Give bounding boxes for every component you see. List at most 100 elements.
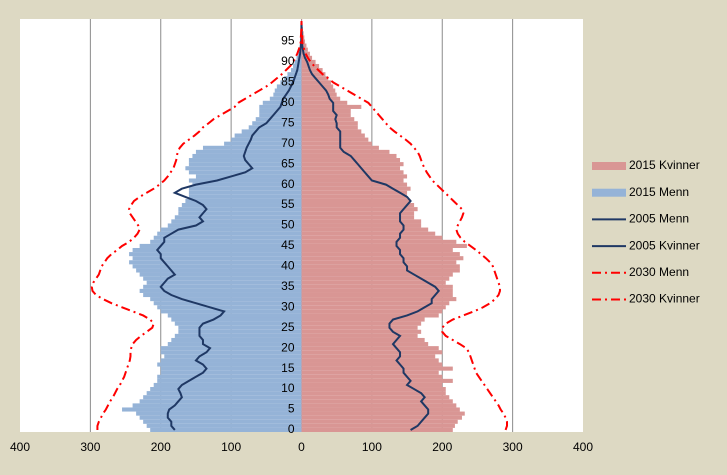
bar	[302, 371, 439, 375]
y-tick-label: 5	[288, 402, 295, 416]
legend-label: 2015 Menn	[629, 185, 689, 199]
bar	[302, 268, 460, 272]
bar	[302, 391, 446, 395]
bar	[150, 240, 301, 244]
y-tick-label: 60	[281, 177, 295, 191]
bar	[157, 375, 301, 379]
bar	[302, 256, 464, 260]
x-tick-label: 100	[362, 440, 382, 454]
bar	[302, 293, 453, 297]
bar	[302, 109, 351, 113]
bar	[136, 412, 301, 416]
bar	[302, 89, 336, 93]
bar	[302, 399, 453, 403]
legend-swatch	[592, 189, 626, 197]
bar	[302, 379, 453, 383]
y-tick-label: 20	[281, 340, 295, 354]
y-tick-label: 85	[281, 75, 295, 89]
bar	[302, 285, 453, 289]
bar	[302, 183, 408, 187]
bar	[302, 367, 453, 371]
x-tick-label: 300	[80, 440, 100, 454]
bar	[302, 80, 332, 84]
bar	[302, 318, 425, 322]
bar	[140, 416, 302, 420]
bar	[302, 170, 404, 174]
bar	[154, 383, 302, 387]
bar	[302, 228, 429, 232]
bar	[302, 166, 401, 170]
legend-label: 2030 Menn	[629, 265, 689, 279]
bar	[302, 252, 460, 256]
bar	[242, 129, 302, 133]
bar	[129, 260, 301, 264]
bar	[302, 277, 450, 281]
bar	[147, 391, 302, 395]
bar	[302, 215, 415, 219]
bar	[196, 150, 302, 154]
bar	[136, 268, 301, 272]
bar	[302, 203, 415, 207]
y-tick-label: 50	[281, 218, 295, 232]
bar	[122, 407, 301, 411]
y-tick-label: 80	[281, 95, 295, 109]
bar	[129, 252, 301, 256]
y-tick-label: 65	[281, 156, 295, 170]
bar	[302, 219, 422, 223]
bar	[302, 330, 422, 334]
bar	[302, 412, 465, 416]
bar	[302, 101, 348, 105]
bar	[302, 64, 320, 68]
legend-label: 2005 Menn	[629, 212, 689, 226]
bar	[157, 379, 301, 383]
bar	[302, 178, 404, 182]
bar	[302, 244, 467, 248]
bar	[302, 358, 439, 362]
bar	[147, 424, 302, 428]
y-tick-label: 75	[281, 115, 295, 129]
bar	[157, 362, 301, 366]
bar	[143, 420, 301, 424]
y-tick-label: 95	[281, 34, 295, 48]
bar	[302, 375, 443, 379]
bar	[302, 346, 439, 350]
bar	[259, 109, 301, 113]
y-tick-label: 0	[288, 422, 295, 436]
y-tick-label: 40	[281, 259, 295, 273]
legend-label: 2030 Kvinner	[629, 292, 700, 306]
bar	[168, 313, 302, 317]
bar	[302, 420, 458, 424]
bar	[302, 289, 453, 293]
x-tick-label: 400	[10, 440, 30, 454]
bar	[154, 301, 302, 305]
bar	[302, 326, 418, 330]
bar	[302, 232, 436, 236]
bar	[302, 138, 369, 142]
bar	[302, 113, 351, 117]
bar	[175, 334, 302, 338]
y-tick-label: 35	[281, 279, 295, 293]
x-tick-label: 100	[221, 440, 241, 454]
bar	[154, 236, 302, 240]
bar	[302, 395, 450, 399]
bar	[302, 428, 453, 432]
bar	[302, 199, 411, 203]
bar	[302, 121, 358, 125]
bar	[302, 162, 404, 166]
bar	[302, 142, 372, 146]
bar	[302, 133, 365, 137]
x-tick-label: 200	[151, 440, 171, 454]
y-tick-label: 15	[281, 361, 295, 375]
bar	[140, 273, 302, 277]
bar	[302, 338, 425, 342]
x-tick-label: 0	[298, 440, 305, 454]
bar	[302, 211, 415, 215]
bar	[302, 236, 443, 240]
bar	[147, 281, 302, 285]
bar	[302, 273, 453, 277]
bar	[256, 117, 302, 121]
bar	[302, 362, 443, 366]
legend-label: 2015 Kvinner	[629, 158, 700, 172]
bar	[302, 174, 408, 178]
